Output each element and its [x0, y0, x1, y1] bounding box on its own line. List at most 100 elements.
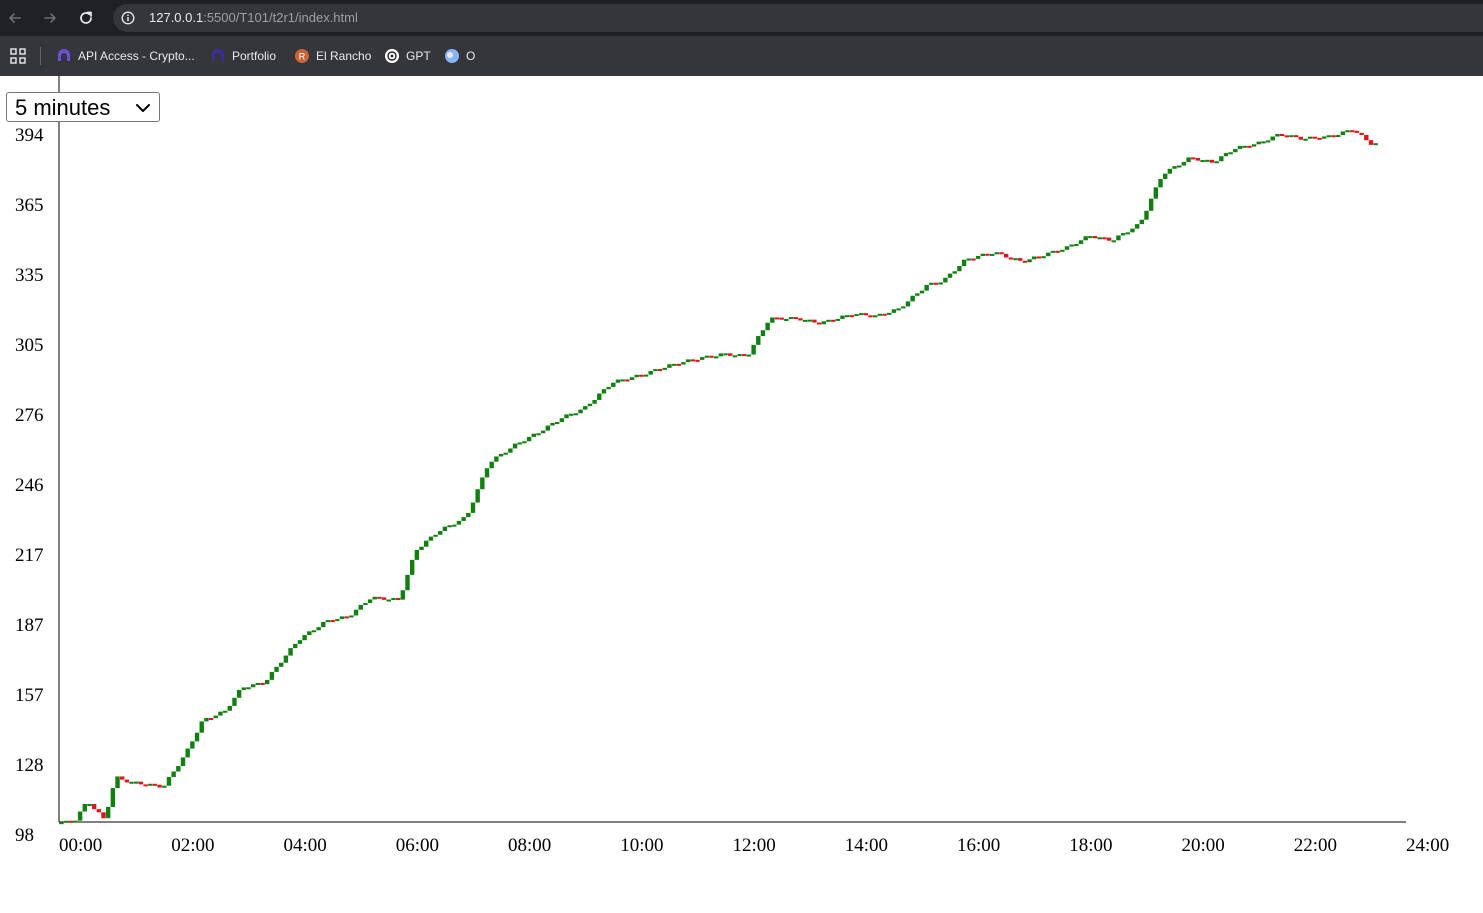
address-bar[interactable]: 127.0.0.1:5500/T101/t2r1/index.html — [113, 4, 1483, 32]
candle — [1312, 136, 1318, 139]
candle — [583, 406, 588, 410]
candle — [166, 777, 172, 786]
candle — [321, 621, 326, 628]
site-info-icon[interactable] — [121, 11, 135, 30]
candle — [756, 336, 761, 345]
candle — [241, 687, 247, 690]
candle — [1195, 158, 1201, 161]
candle — [742, 354, 747, 357]
candle — [606, 386, 611, 390]
back-arrow-icon[interactable] — [3, 6, 27, 30]
candle — [713, 356, 719, 359]
bookmark-label: GPT — [406, 49, 431, 63]
candle — [798, 318, 803, 321]
candle — [180, 757, 186, 767]
candle — [746, 354, 752, 357]
y-tick-label: 365 — [15, 195, 44, 216]
bookmark-gpt[interactable]: GPT — [384, 47, 431, 65]
candle — [1214, 161, 1219, 164]
candle — [830, 319, 836, 322]
candle — [470, 502, 476, 513]
x-tick-label: 24:00 — [1406, 835, 1449, 856]
candle — [213, 715, 218, 719]
y-tick-label: 157 — [15, 685, 44, 706]
bookmarks-bar: API Access - Crypto... Portfolio R El Ra… — [0, 36, 1483, 76]
candle — [157, 784, 162, 788]
timeframe-select[interactable]: 5 minutes — [6, 92, 160, 122]
candle — [1223, 153, 1229, 157]
candle — [1013, 258, 1018, 261]
candle — [957, 265, 962, 272]
candle — [302, 635, 307, 641]
candle — [816, 322, 822, 325]
candle — [349, 615, 354, 618]
coin-logo-icon — [56, 48, 72, 64]
candle — [578, 409, 583, 414]
candle — [358, 604, 363, 610]
candle — [1027, 259, 1032, 263]
candle — [288, 648, 293, 656]
candle — [400, 590, 406, 600]
candle — [148, 783, 153, 786]
apps-grid-icon[interactable] — [10, 48, 26, 69]
bookmark-portfolio[interactable]: Portfolio — [210, 47, 276, 65]
candle — [1307, 136, 1313, 139]
candle — [381, 597, 387, 600]
candle — [587, 403, 593, 407]
candle — [1130, 228, 1135, 233]
bookmark-el-rancho[interactable]: R El Rancho — [294, 47, 371, 65]
candle — [171, 771, 176, 778]
candle — [1074, 243, 1079, 246]
page-content: 394 365 335 305 276 246 217 187 157 128 98 00:00 02… — [0, 76, 1483, 913]
candle — [840, 315, 845, 319]
candle — [1261, 141, 1266, 144]
candle — [531, 433, 536, 437]
reload-icon[interactable] — [74, 6, 98, 30]
forward-arrow-icon[interactable] — [38, 6, 62, 30]
candle — [1158, 179, 1163, 188]
candle — [138, 781, 144, 785]
bookmark-api-access[interactable]: API Access - Crypto... — [56, 47, 195, 65]
candle — [498, 453, 504, 457]
candle — [204, 717, 209, 722]
candle — [844, 315, 850, 318]
candle — [1205, 159, 1210, 162]
candle — [1055, 250, 1060, 253]
candle — [947, 273, 953, 278]
candle — [887, 312, 892, 315]
candle — [971, 258, 976, 261]
candle — [307, 631, 312, 636]
candle — [989, 253, 995, 256]
x-tick-label: 00:00 — [59, 835, 102, 856]
candle — [751, 344, 756, 355]
candle — [101, 812, 106, 819]
candle — [718, 353, 724, 357]
candle — [536, 433, 541, 436]
candle — [1177, 165, 1182, 168]
y-tick-label: 128 — [15, 755, 44, 776]
candle — [405, 574, 410, 591]
candle — [868, 315, 873, 318]
candle — [269, 671, 275, 680]
candle — [1050, 250, 1056, 253]
chevron-down-icon — [135, 101, 151, 119]
candle — [344, 616, 349, 619]
candle — [704, 355, 710, 358]
candle — [807, 319, 812, 322]
candle — [236, 689, 242, 698]
candle — [1331, 135, 1336, 138]
candle — [966, 258, 971, 261]
candle — [919, 290, 925, 294]
candle — [1242, 145, 1247, 148]
candle — [826, 319, 831, 322]
candle — [409, 559, 415, 575]
candle — [938, 282, 943, 285]
candle — [774, 317, 780, 320]
bookmark-o[interactable]: O — [444, 47, 475, 65]
candle — [419, 546, 424, 550]
candle — [1345, 130, 1350, 133]
candle — [1247, 145, 1252, 148]
candle — [96, 809, 102, 813]
candle — [1326, 135, 1332, 138]
candle — [1209, 159, 1215, 163]
